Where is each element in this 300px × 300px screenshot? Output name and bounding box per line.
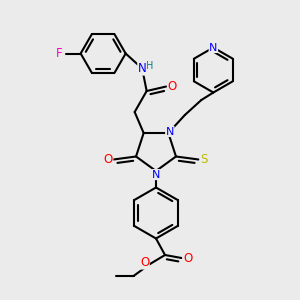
Text: N: N [138, 62, 146, 75]
Text: O: O [167, 80, 177, 93]
Text: N: N [152, 169, 160, 180]
Text: O: O [140, 256, 149, 269]
Text: F: F [56, 47, 63, 60]
Text: H: H [146, 61, 153, 70]
Text: N: N [209, 43, 218, 52]
Text: O: O [183, 251, 192, 265]
Text: N: N [166, 127, 174, 136]
Text: S: S [200, 153, 208, 166]
Text: O: O [103, 153, 113, 166]
